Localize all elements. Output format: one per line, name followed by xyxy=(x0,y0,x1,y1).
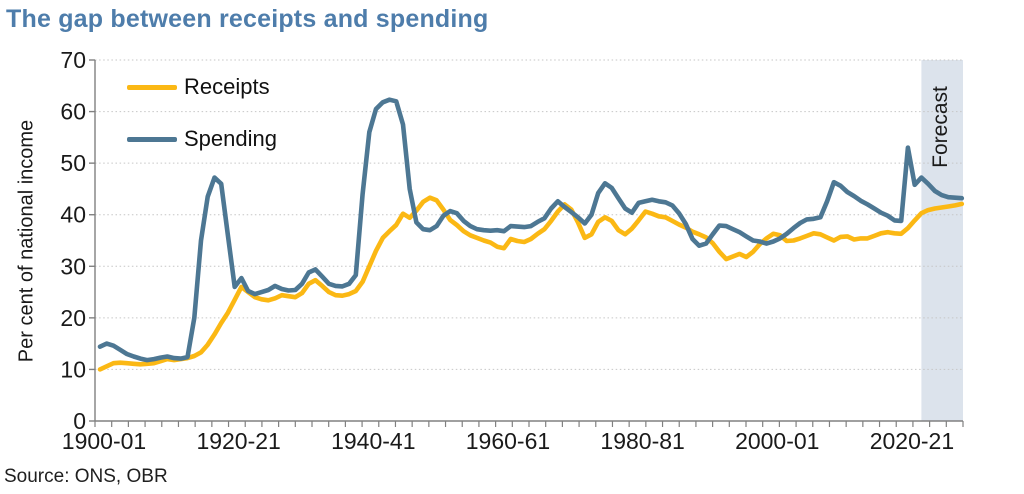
source-note: Source: ONS, OBR xyxy=(4,466,168,487)
spending-line xyxy=(97,97,965,363)
legend-label-spending: Spending xyxy=(184,126,277,151)
legend-label-receipts: Receipts xyxy=(184,74,270,99)
y-tick-label: 20 xyxy=(60,305,86,331)
receipts-line xyxy=(97,195,965,372)
y-tick-label: 10 xyxy=(60,356,86,382)
legend-item-spending: Spending xyxy=(127,126,277,152)
x-tick-label: 1920-21 xyxy=(196,428,280,454)
y-tick-label: 0 xyxy=(73,408,86,434)
x-tick-label: 1900-01 xyxy=(62,428,146,454)
x-tick-label: 1940-41 xyxy=(331,428,415,454)
forecast-band-label: Forecast xyxy=(929,86,952,168)
receipts-swatch xyxy=(127,84,177,90)
x-tick-label: 2000-01 xyxy=(735,428,819,454)
x-tick-label: 1980-81 xyxy=(600,428,684,454)
x-tick-label: 2020-21 xyxy=(870,428,954,454)
y-tick-label: 50 xyxy=(60,150,86,176)
y-tick-label: 70 xyxy=(60,47,86,73)
page-title: The gap between receipts and spending xyxy=(6,5,489,33)
legend-item-receipts: Receipts xyxy=(127,74,277,100)
forecast-band xyxy=(921,60,963,421)
y-tick-label: 30 xyxy=(60,253,86,279)
y-axis-title: Per cent of national income xyxy=(15,119,38,363)
x-tick-label: 1960-61 xyxy=(466,428,550,454)
legend: Receipts Spending xyxy=(127,74,277,178)
spending-swatch xyxy=(127,136,177,142)
y-tick-label: 60 xyxy=(60,99,86,125)
y-tick-label: 40 xyxy=(60,202,86,228)
